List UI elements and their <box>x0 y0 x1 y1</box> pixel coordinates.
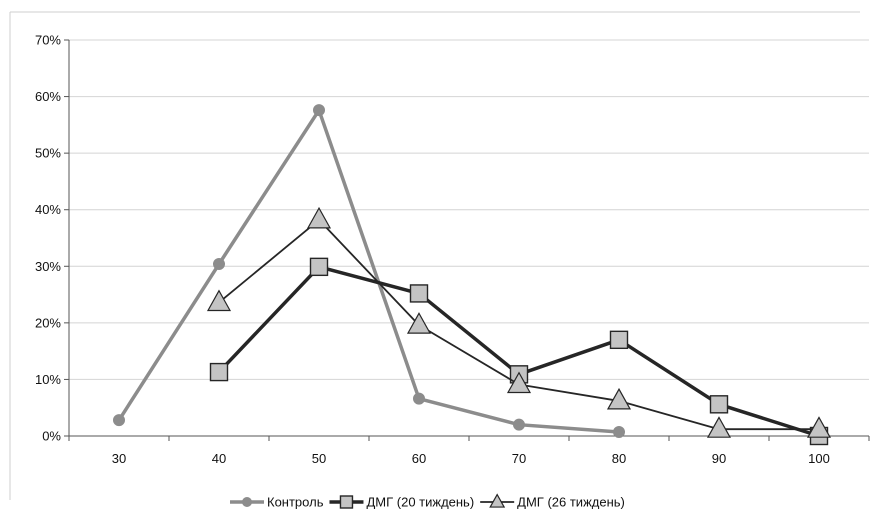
data-point-square <box>709 395 729 414</box>
data-point-square <box>309 257 329 277</box>
x-tick-label: 70 <box>512 451 526 466</box>
y-tick-label: 60% <box>35 89 61 104</box>
data-point-triangle <box>806 416 832 438</box>
x-tick-label: 60 <box>412 451 426 466</box>
legend-label: ДМГ (26 тиждень) <box>517 495 625 510</box>
data-point-square <box>339 495 354 509</box>
x-tick-label: 50 <box>312 451 326 466</box>
series-line <box>218 218 819 431</box>
data-point-circle <box>213 258 225 271</box>
legend-item: ДМГ (20 тиждень) <box>329 495 474 510</box>
data-point-circle <box>113 414 125 427</box>
y-tick-label: 40% <box>35 202 61 217</box>
x-tick-label: 30 <box>112 451 126 466</box>
x-tick-label: 40 <box>212 451 226 466</box>
data-point-triangle <box>306 206 332 229</box>
legend: Контроль ДМГ (20 тиждень) ДМГ (26 тиждень) <box>230 493 625 510</box>
y-tick-label: 30% <box>35 259 61 274</box>
axes <box>64 39 870 441</box>
series-line <box>217 265 820 438</box>
data-point-triangle <box>406 312 432 334</box>
legend-item: Контроль <box>230 495 324 510</box>
series-triangle <box>206 206 832 438</box>
data-point-triangle <box>489 493 506 508</box>
series-square <box>209 257 829 446</box>
series-group <box>113 104 832 446</box>
legend-label: ДМГ (20 тиждень) <box>366 495 474 510</box>
y-tick-label: 10% <box>35 372 61 387</box>
x-tick-label: 80 <box>612 451 626 466</box>
data-point-triangle <box>606 387 632 410</box>
gridlines <box>69 39 869 380</box>
data-point-square <box>409 284 429 303</box>
data-point-square <box>209 362 229 382</box>
data-point-square <box>609 330 629 350</box>
data-point-triangle <box>506 371 532 394</box>
x-tick-label: 100 <box>808 451 830 466</box>
data-point-triangle <box>706 416 732 438</box>
y-tick-labels: 0% 10% 20% 30% 40% 50% 60% 70% <box>35 33 61 444</box>
data-point-circle <box>513 418 525 431</box>
x-tick-label: 90 <box>712 451 726 466</box>
data-point-circle <box>613 426 625 439</box>
legend-item: ДМГ (26 тиждень) <box>480 493 625 510</box>
y-tick-label: 50% <box>35 146 61 161</box>
data-point-circle <box>242 497 252 507</box>
y-tick-label: 20% <box>35 315 61 330</box>
data-point-circle <box>313 104 325 117</box>
data-point-triangle <box>206 289 232 312</box>
y-tick-label: 70% <box>35 33 61 48</box>
series-line <box>117 108 620 434</box>
data-point-circle <box>413 392 425 405</box>
x-tick-labels: 30 40 50 60 70 80 90 100 <box>112 451 830 466</box>
y-tick-label: 0% <box>42 429 61 444</box>
series-circle <box>113 104 625 439</box>
legend-label: Контроль <box>267 495 324 510</box>
